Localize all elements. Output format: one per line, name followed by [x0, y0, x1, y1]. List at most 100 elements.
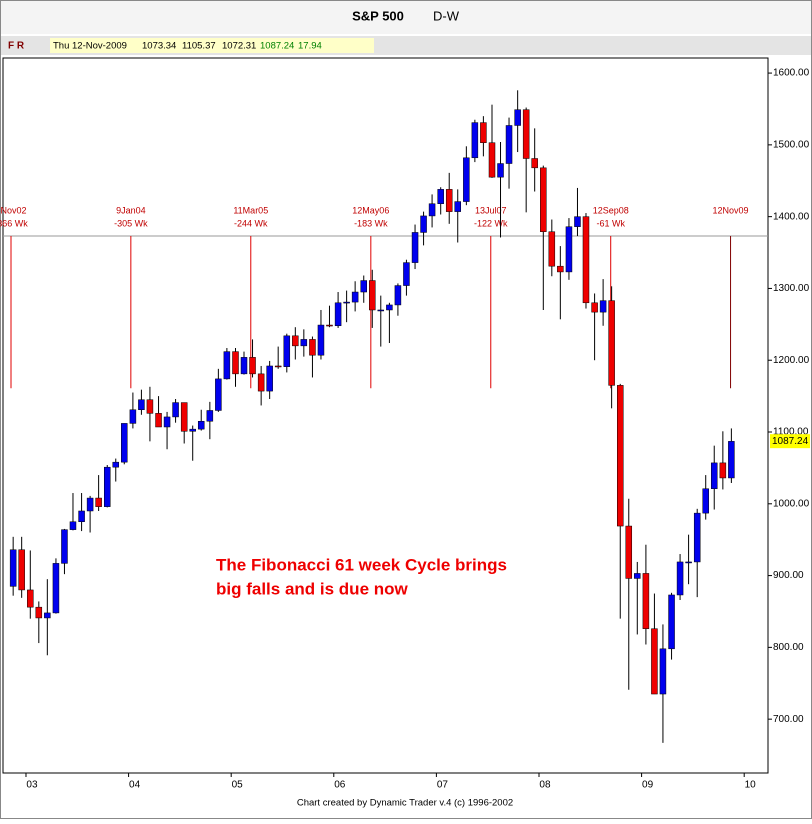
y-tick-label: 1100.00: [773, 427, 809, 438]
candle-body: [634, 573, 641, 579]
cycle-sublabel: -61 Wk: [596, 218, 625, 228]
candle-body: [215, 378, 222, 411]
candle-body: [283, 335, 291, 367]
y-tick-label: 1300.00: [773, 283, 810, 294]
x-tick-label: 06: [334, 780, 346, 791]
candle-body: [121, 423, 128, 463]
x-tick-label: 09: [642, 780, 654, 791]
candle-body: [591, 302, 598, 313]
candle-body: [403, 262, 410, 286]
candle-body: [693, 512, 701, 563]
candle-body: [351, 291, 359, 303]
candle-body: [172, 402, 179, 418]
y-tick-label: 700.00: [773, 714, 804, 725]
candle-body: [18, 549, 25, 591]
y-tick-label: 1200.00: [773, 355, 810, 366]
x-tick-label: 10: [745, 780, 757, 791]
candle-body: [420, 215, 427, 233]
candle-body: [377, 309, 385, 312]
candle-body: [514, 109, 521, 126]
candle-body: [189, 428, 196, 432]
candle-body: [428, 203, 436, 217]
candle-body: [642, 573, 650, 629]
candle-body: [685, 561, 692, 564]
cycle-label: 13Jul07: [475, 205, 507, 215]
candle-body: [197, 420, 205, 430]
candle-body: [95, 497, 102, 507]
candle-body: [369, 280, 376, 311]
period: D-W: [433, 8, 460, 23]
candle-body: [480, 122, 487, 143]
candle-body: [557, 265, 564, 273]
candle-body: [27, 589, 34, 608]
annotation: The Fibonacci 61 week Cycle brings: [216, 555, 507, 574]
candle-body: [659, 648, 667, 695]
candle-body: [52, 563, 60, 614]
candle-body: [386, 304, 393, 311]
candle-body: [488, 142, 496, 178]
candle-body: [599, 300, 607, 313]
candle-body: [309, 339, 316, 356]
candle-body: [44, 612, 51, 619]
candle-body: [445, 189, 453, 212]
candle-body: [454, 201, 461, 212]
y-tick-label: 1500.00: [773, 140, 810, 151]
info-date: Thu 12-Nov-2009: [53, 41, 127, 52]
candle-body: [651, 628, 658, 695]
candle-body: [463, 157, 470, 202]
x-tick-label: 05: [232, 780, 244, 791]
y-tick-label: 1400.00: [773, 211, 810, 222]
info-close: 1087.24: [260, 41, 294, 52]
last-value-label: 1087.24: [772, 436, 809, 447]
candle-body: [78, 510, 85, 522]
cycle-sublabel: -122 Wk: [474, 218, 508, 228]
candle-body: [668, 594, 675, 650]
candle-body: [710, 462, 718, 489]
candle-body: [257, 373, 265, 392]
cycle-label: 12May06: [352, 205, 389, 215]
cycle-sublabel: -366 Wk: [0, 218, 28, 228]
candle-body: [540, 167, 547, 232]
candle-body: [531, 158, 538, 169]
candle-body: [625, 525, 633, 579]
candle-body: [343, 301, 350, 304]
candle-body: [206, 410, 214, 422]
candle-body: [240, 357, 248, 375]
candle-body: [266, 365, 273, 392]
candle-body: [437, 189, 444, 204]
x-tick-label: 07: [437, 780, 449, 791]
candle-body: [112, 461, 120, 468]
candle-body: [497, 163, 504, 178]
y-tick-label: 1600.00: [773, 68, 810, 79]
candle-body: [69, 521, 77, 530]
info-high: 1105.37: [182, 41, 216, 52]
candle-body: [249, 357, 256, 375]
x-tick-label: 03: [26, 780, 38, 791]
candle-body: [9, 549, 17, 587]
info-highlight: [50, 38, 374, 53]
footer: Chart created by Dynamic Trader v.4 (c) …: [297, 798, 513, 809]
cycle-label: 12Nov09: [713, 205, 749, 215]
y-tick-label: 1000.00: [773, 498, 810, 509]
candle-body: [608, 300, 615, 386]
info-low: 1072.31: [222, 41, 256, 52]
candle-body: [548, 231, 556, 267]
candle-body: [394, 285, 402, 306]
candle-body: [274, 365, 282, 368]
candle-body: [232, 351, 239, 375]
last-value-box: [770, 434, 810, 449]
cycle-sublabel: -305 Wk: [114, 218, 148, 228]
candle-body: [300, 339, 308, 347]
candle-body: [61, 529, 68, 564]
annotation: big falls and is due now: [216, 579, 409, 598]
candle-body: [163, 416, 171, 428]
candle-body: [180, 402, 188, 432]
y-tick-label: 900.00: [773, 570, 804, 581]
candle-body: [103, 466, 111, 507]
candle-body: [155, 413, 162, 428]
cycle-sublabel: -244 Wk: [234, 218, 268, 228]
candle-body: [471, 122, 479, 159]
candle-body: [676, 561, 684, 596]
